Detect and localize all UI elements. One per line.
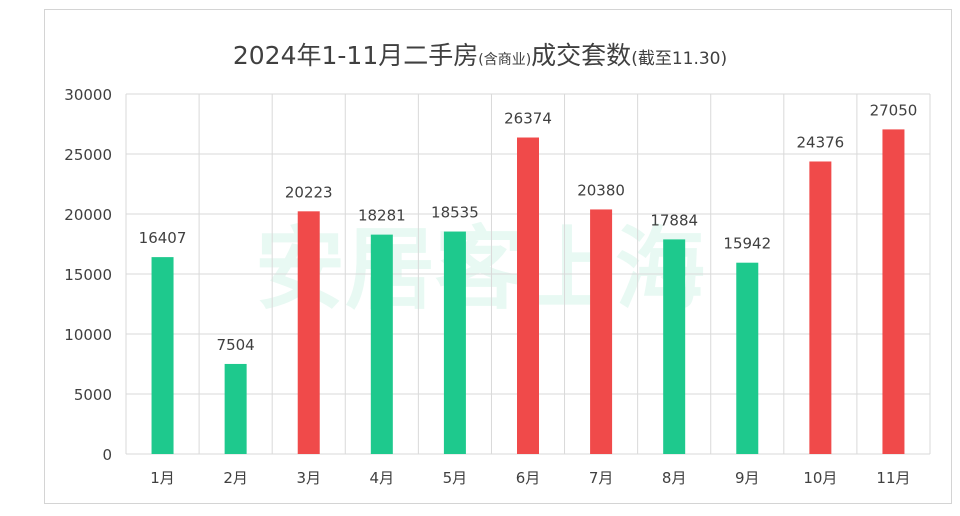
title-main: 2024年1-11月二手房	[232, 41, 479, 70]
y-tick-label: 15000	[64, 266, 112, 284]
bar	[224, 363, 247, 454]
x-tick-label: 7月	[589, 469, 614, 487]
bar	[151, 257, 174, 454]
data-label: 16407	[139, 229, 187, 247]
x-tick-label: 9月	[735, 469, 760, 487]
y-tick-label: 10000	[64, 326, 112, 344]
x-tick-label: 3月	[296, 469, 321, 487]
x-tick-label: 8月	[662, 469, 687, 487]
x-tick-label: 4月	[370, 469, 395, 487]
bar	[297, 211, 320, 454]
y-tick-label: 30000	[64, 86, 112, 104]
x-tick-label: 2月	[223, 469, 248, 487]
data-label: 7504	[217, 336, 255, 354]
data-label: 15942	[723, 235, 771, 253]
data-label: 26374	[504, 110, 552, 128]
x-tick-label: 10月	[803, 469, 837, 487]
y-tick-label: 25000	[64, 146, 112, 164]
watermark: 安居客上海	[255, 217, 705, 322]
data-label: 18535	[431, 204, 479, 222]
data-label: 27050	[870, 101, 918, 119]
chart-title: 2024年1-11月二手房(含商业)成交套数(截至11.30)	[0, 36, 960, 72]
title-qualifier: (含商业)	[478, 52, 532, 68]
bar	[370, 234, 393, 454]
bar	[443, 231, 466, 454]
data-label: 17884	[650, 211, 698, 229]
bar	[663, 239, 686, 454]
x-tick-label: 5月	[443, 469, 468, 487]
y-tick-label: 20000	[64, 206, 112, 224]
y-tick-label: 5000	[74, 386, 112, 404]
x-tick-label: 6月	[516, 469, 541, 487]
chart-frame	[44, 9, 952, 504]
title-subject: 成交套数	[531, 41, 632, 70]
bar	[736, 262, 759, 454]
bar	[809, 161, 832, 454]
data-label: 20380	[577, 181, 625, 199]
x-tick-label: 11月	[876, 469, 910, 487]
data-label: 18281	[358, 207, 406, 225]
bar	[517, 137, 539, 454]
data-label: 20223	[285, 183, 333, 201]
bar	[882, 129, 905, 454]
title-note: (截至11.30)	[631, 49, 728, 69]
x-tick-label: 1月	[150, 469, 175, 487]
y-tick-label: 0	[102, 446, 112, 464]
data-label: 24376	[797, 133, 845, 151]
bar	[590, 209, 613, 454]
